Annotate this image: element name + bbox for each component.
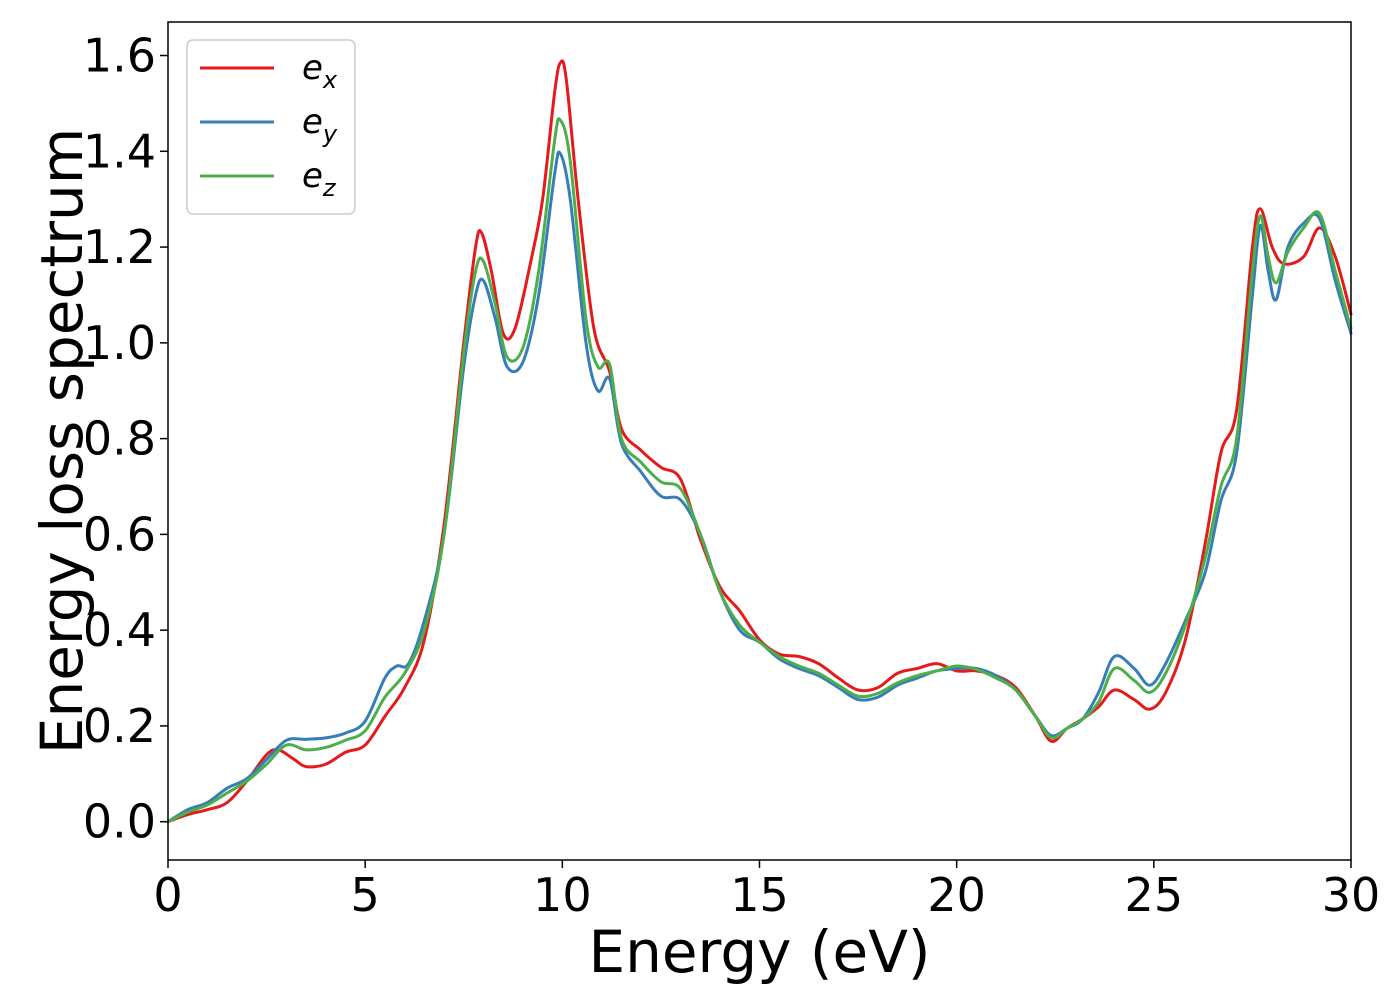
x-axis-ticks: 0 5 10 15 20 25 30 bbox=[153, 860, 1380, 922]
y-tick-label: 1.0 bbox=[83, 316, 156, 370]
y-tick-label: 0.4 bbox=[83, 603, 156, 657]
x-tick-label: 15 bbox=[730, 868, 789, 922]
x-tick-label: 0 bbox=[153, 868, 182, 922]
x-axis-title: Energy (eV) bbox=[588, 918, 930, 986]
y-tick-label: 1.2 bbox=[83, 220, 156, 274]
series-line-z bbox=[166, 117, 1353, 824]
x-tick-label: 20 bbox=[927, 868, 986, 922]
y-tick-label: 1.4 bbox=[83, 124, 156, 178]
x-tick-label: 5 bbox=[351, 868, 380, 922]
y-tick-label: 0.6 bbox=[83, 507, 156, 561]
legend: ex ey ez bbox=[186, 39, 356, 215]
y-axis-title: Energy loss spectrum bbox=[28, 128, 96, 754]
series-line-x bbox=[166, 59, 1353, 824]
y-tick-label: 0.2 bbox=[83, 699, 156, 753]
legend-label-x: ex bbox=[302, 48, 338, 94]
x-tick-label: 10 bbox=[533, 868, 592, 922]
series-line-y bbox=[166, 150, 1353, 824]
x-tick-label: 25 bbox=[1125, 868, 1184, 922]
x-tick-label: 30 bbox=[1322, 868, 1381, 922]
y-axis-ticks: 0.0 0.2 0.4 0.6 0.8 1.0 1.2 1.4 1.6 bbox=[83, 29, 168, 849]
y-tick-label: 0.8 bbox=[83, 412, 156, 466]
series-layer bbox=[166, 59, 1353, 824]
legend-box bbox=[186, 39, 356, 215]
y-tick-label: 0.0 bbox=[83, 795, 156, 849]
y-tick-label: 1.6 bbox=[83, 29, 156, 83]
legend-label-z: ez bbox=[302, 156, 337, 202]
legend-label-y: ey bbox=[302, 102, 338, 148]
